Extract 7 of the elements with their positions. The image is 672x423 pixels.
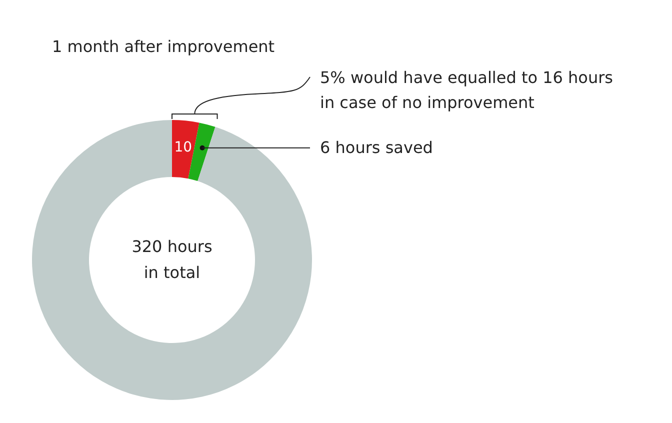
donut-slice [172,120,200,179]
chart-title: 1 month after improvement [52,37,275,56]
data-label: 10 [174,140,192,156]
text: 6 hours saved [320,138,433,157]
text: 5% would have equalled to 16 hours in case of no improvement [320,68,614,112]
donut-slice [32,120,312,400]
text: 320 hours in total [132,237,212,282]
